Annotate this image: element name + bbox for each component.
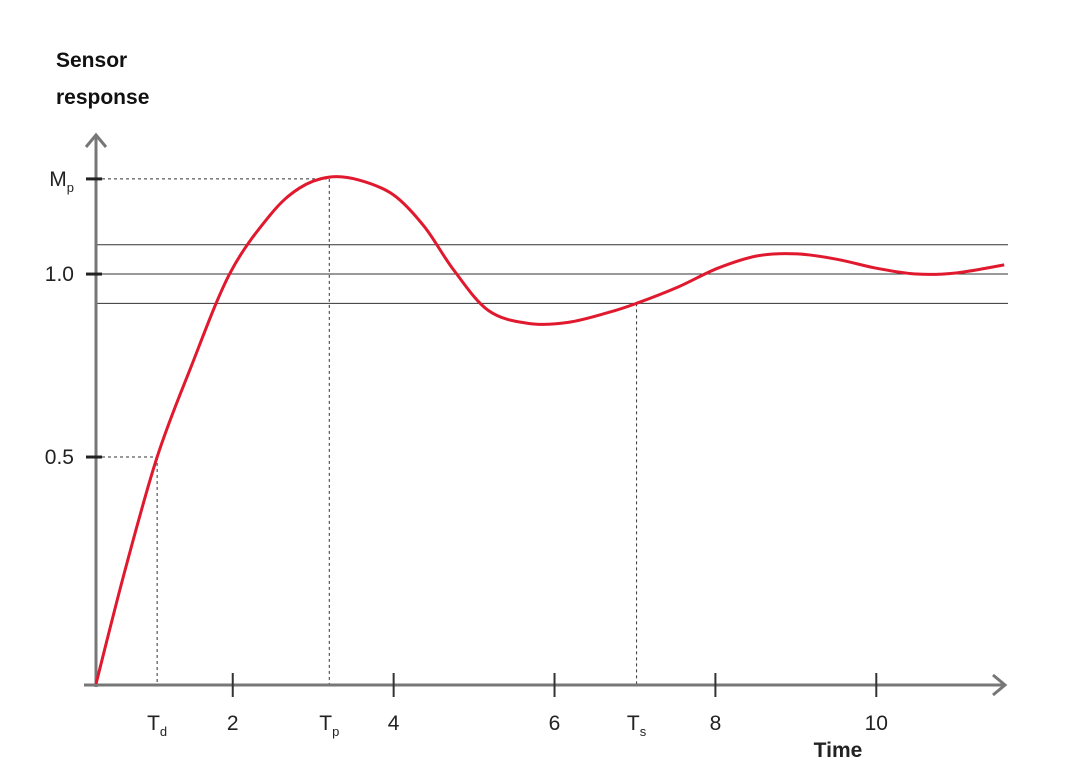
y-axis-label: Sensor response	[56, 49, 150, 109]
tick-label: 6	[549, 712, 561, 735]
tick-label: 0.5	[45, 446, 74, 469]
tick-label-text: M	[49, 168, 67, 191]
tick-label-text: T	[627, 712, 640, 735]
tick-label: 10	[865, 712, 888, 735]
x-axis-arrow	[992, 673, 1008, 697]
response-curve	[94, 175, 1005, 685]
tick-label: 4	[388, 712, 400, 735]
tick-label: 8	[710, 712, 722, 735]
tick-label-text: T	[319, 712, 332, 735]
tick-label-subscript: p	[332, 724, 339, 739]
tick-label: Tp	[319, 712, 339, 739]
x-axis-label: Time	[814, 739, 863, 762]
tick-label: Td	[147, 712, 167, 739]
y-axis-arrow	[84, 132, 108, 148]
tick-label-subscript: s	[640, 724, 647, 739]
tick-label-subscript: p	[67, 180, 74, 195]
tick-label: Ts	[627, 712, 647, 739]
tick-label: 1.0	[45, 263, 74, 286]
tick-label: 2	[227, 712, 239, 735]
tick-label-text: T	[147, 712, 160, 735]
tick-label-text: 1.0	[45, 263, 74, 286]
tick-label-subscript: d	[160, 724, 167, 739]
tick-label: Mp	[49, 168, 74, 195]
